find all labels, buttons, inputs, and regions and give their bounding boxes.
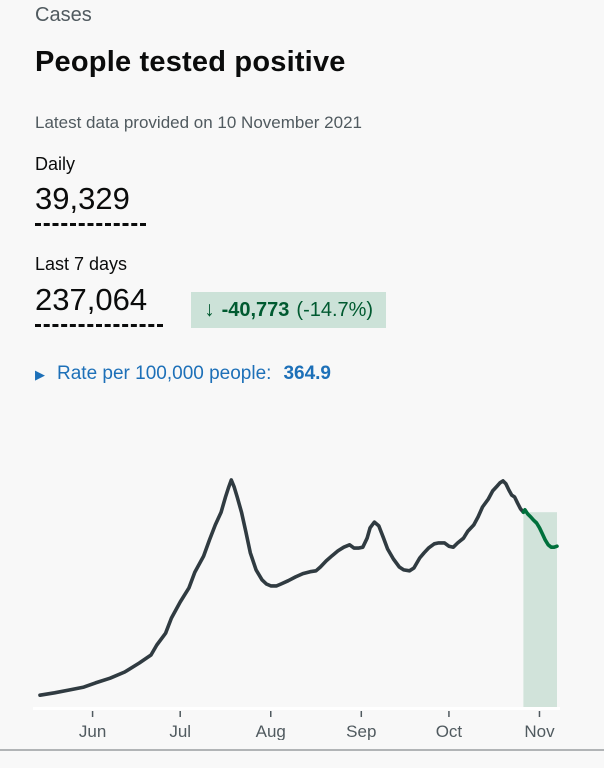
daily-value: 39,329: [35, 181, 146, 226]
cases-chart: Jun Jul Aug Sep Oct Nov: [33, 478, 560, 740]
bottom-divider: [0, 749, 604, 751]
x-axis-label: Nov: [524, 722, 555, 740]
chart-highlight-band: [523, 512, 557, 707]
x-axis-label: Oct: [436, 722, 463, 740]
x-axis-label: Jun: [79, 722, 106, 740]
expand-triangle-icon[interactable]: ▶: [35, 366, 45, 382]
page-title: People tested positive: [35, 46, 346, 78]
last-updated-text: Latest data provided on 10 November 2021: [35, 113, 363, 132]
down-arrow-icon: ↓: [204, 298, 215, 321]
rate-value: 364.9: [283, 363, 331, 384]
x-axis-label: Jul: [169, 722, 191, 740]
category-label: Cases: [35, 4, 92, 26]
cases-line: [38, 478, 526, 697]
last7-label: Last 7 days: [35, 254, 128, 274]
daily-label: Daily: [35, 154, 76, 174]
change-delta: -40,773: [221, 298, 290, 321]
rate-label: Rate per 100,000 people:: [57, 363, 272, 384]
x-axis-label: Aug: [256, 722, 286, 740]
rate-expander[interactable]: ▶ Rate per 100,000 people: 364.9: [35, 363, 331, 385]
change-badge: ↓ -40,773 (-14.7%): [191, 292, 387, 329]
x-axis-label: Sep: [346, 722, 376, 740]
change-percent: (-14.7%): [296, 298, 374, 321]
cases-line-highlight: [521, 508, 559, 549]
last7-value: 237,064: [35, 282, 164, 327]
